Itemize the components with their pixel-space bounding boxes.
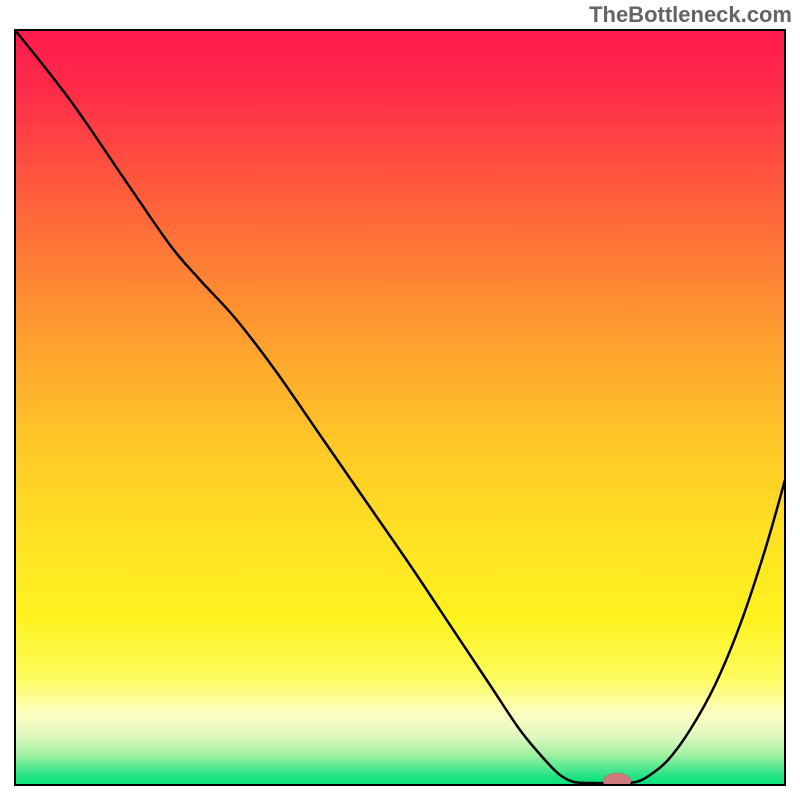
gradient-background [15,30,785,785]
chart-container: TheBottleneck.com [0,0,800,800]
optimal-marker [603,773,631,789]
bottleneck-chart [0,0,800,800]
watermark-text: TheBottleneck.com [589,2,792,28]
